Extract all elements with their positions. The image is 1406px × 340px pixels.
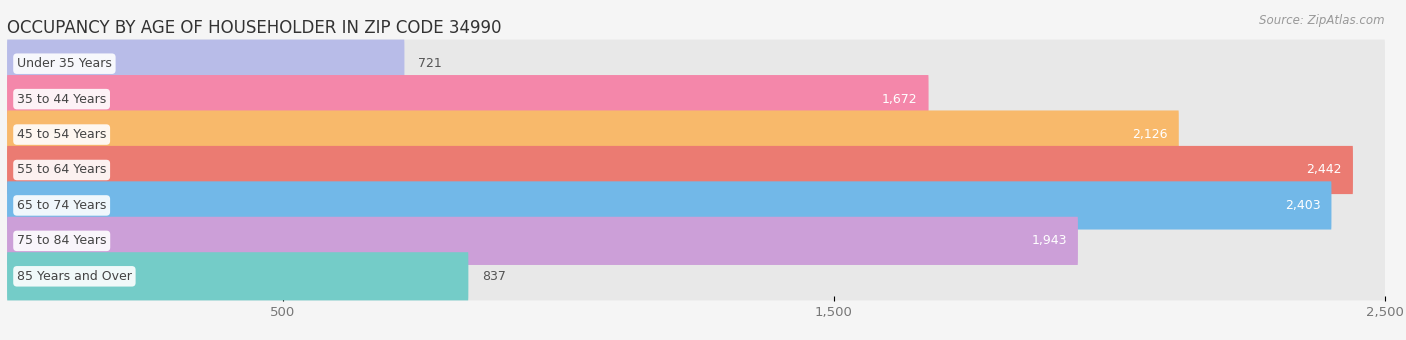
Text: 35 to 44 Years: 35 to 44 Years xyxy=(17,92,107,106)
Text: 2,126: 2,126 xyxy=(1132,128,1168,141)
FancyBboxPatch shape xyxy=(7,181,1385,230)
FancyBboxPatch shape xyxy=(7,217,1385,265)
FancyBboxPatch shape xyxy=(7,39,1385,88)
FancyBboxPatch shape xyxy=(7,110,1178,159)
Text: Source: ZipAtlas.com: Source: ZipAtlas.com xyxy=(1260,14,1385,27)
Text: 45 to 54 Years: 45 to 54 Years xyxy=(17,128,107,141)
FancyBboxPatch shape xyxy=(7,110,1385,159)
Text: 85 Years and Over: 85 Years and Over xyxy=(17,270,132,283)
Text: 837: 837 xyxy=(482,270,506,283)
FancyBboxPatch shape xyxy=(7,75,928,123)
Text: 721: 721 xyxy=(418,57,441,70)
FancyBboxPatch shape xyxy=(7,217,1078,265)
Text: 65 to 74 Years: 65 to 74 Years xyxy=(17,199,107,212)
Text: OCCUPANCY BY AGE OF HOUSEHOLDER IN ZIP CODE 34990: OCCUPANCY BY AGE OF HOUSEHOLDER IN ZIP C… xyxy=(7,19,502,37)
FancyBboxPatch shape xyxy=(7,39,405,88)
FancyBboxPatch shape xyxy=(7,252,1385,301)
FancyBboxPatch shape xyxy=(7,146,1385,194)
Text: 75 to 84 Years: 75 to 84 Years xyxy=(17,234,107,248)
FancyBboxPatch shape xyxy=(7,252,468,301)
FancyBboxPatch shape xyxy=(7,146,1353,194)
Text: 1,672: 1,672 xyxy=(882,92,918,106)
FancyBboxPatch shape xyxy=(7,75,1385,123)
Text: 2,403: 2,403 xyxy=(1285,199,1320,212)
Text: 55 to 64 Years: 55 to 64 Years xyxy=(17,164,107,176)
FancyBboxPatch shape xyxy=(7,181,1331,230)
Text: Under 35 Years: Under 35 Years xyxy=(17,57,112,70)
Text: 1,943: 1,943 xyxy=(1032,234,1067,248)
Text: 2,442: 2,442 xyxy=(1306,164,1341,176)
